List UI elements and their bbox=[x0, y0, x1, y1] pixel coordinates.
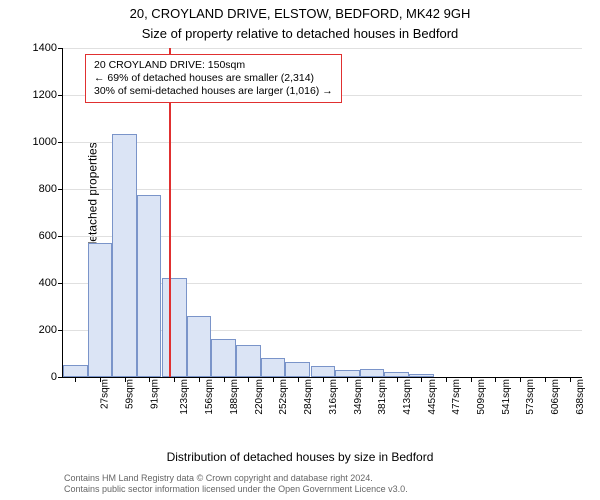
y-tick-label: 400 bbox=[39, 277, 57, 289]
annotation-line-2: ← 69% of detached houses are smaller (2,… bbox=[94, 72, 333, 85]
x-tick-label: 638sqm bbox=[575, 379, 586, 415]
x-tick-label: 413sqm bbox=[402, 379, 413, 415]
x-tick-label: 477sqm bbox=[451, 379, 462, 415]
x-tick-label: 284sqm bbox=[303, 379, 314, 415]
x-tick-mark bbox=[323, 377, 324, 382]
bar bbox=[137, 195, 162, 377]
y-tick-label: 800 bbox=[39, 183, 57, 195]
x-tick-mark bbox=[298, 377, 299, 382]
root: { "title": "20, CROYLAND DRIVE, ELSTOW, … bbox=[0, 0, 600, 500]
y-tick-mark bbox=[58, 330, 63, 331]
bar bbox=[285, 362, 310, 377]
y-tick-label: 200 bbox=[39, 324, 57, 336]
x-tick-label: 349sqm bbox=[353, 379, 364, 415]
x-tick-label: 509sqm bbox=[476, 379, 487, 415]
x-tick-mark bbox=[446, 377, 447, 382]
bar bbox=[187, 316, 212, 377]
gridline bbox=[63, 48, 582, 49]
x-tick-mark bbox=[75, 377, 76, 382]
y-tick-label: 1400 bbox=[33, 42, 57, 54]
plot-area: 020040060080010001200140027sqm59sqm91sqm… bbox=[62, 48, 582, 378]
x-tick-label: 381sqm bbox=[378, 379, 389, 415]
x-tick-label: 27sqm bbox=[100, 379, 111, 409]
annotation-line-3: 30% of semi-detached houses are larger (… bbox=[94, 85, 333, 98]
x-tick-mark bbox=[125, 377, 126, 382]
footer-line-2: Contains public sector information licen… bbox=[0, 484, 600, 494]
bar bbox=[112, 134, 137, 377]
y-tick-mark bbox=[58, 236, 63, 237]
footer-line-1: Contains HM Land Registry data © Crown c… bbox=[0, 473, 600, 483]
y-tick-label: 1200 bbox=[33, 89, 57, 101]
gridline bbox=[63, 142, 582, 143]
x-tick-label: 606sqm bbox=[551, 379, 562, 415]
y-tick-mark bbox=[58, 189, 63, 190]
x-axis-label: Distribution of detached houses by size … bbox=[0, 450, 600, 464]
bar bbox=[335, 370, 360, 377]
y-tick-mark bbox=[58, 95, 63, 96]
y-tick-mark bbox=[58, 142, 63, 143]
x-tick-mark bbox=[100, 377, 101, 382]
annotation-line-1: 20 CROYLAND DRIVE: 150sqm bbox=[94, 59, 333, 72]
x-tick-mark bbox=[273, 377, 274, 382]
x-tick-label: 123sqm bbox=[179, 379, 190, 415]
x-tick-label: 91sqm bbox=[149, 379, 160, 409]
bar bbox=[360, 369, 385, 377]
y-tick-label: 600 bbox=[39, 230, 57, 242]
footer: Contains HM Land Registry data © Crown c… bbox=[0, 473, 600, 494]
x-tick-mark bbox=[570, 377, 571, 382]
x-tick-mark bbox=[372, 377, 373, 382]
gridline bbox=[63, 189, 582, 190]
y-tick-mark bbox=[58, 283, 63, 284]
x-tick-mark bbox=[248, 377, 249, 382]
x-tick-mark bbox=[471, 377, 472, 382]
x-tick-mark bbox=[347, 377, 348, 382]
x-tick-label: 220sqm bbox=[254, 379, 265, 415]
x-tick-label: 59sqm bbox=[124, 379, 135, 409]
x-tick-label: 188sqm bbox=[229, 379, 240, 415]
x-tick-label: 445sqm bbox=[427, 379, 438, 415]
x-tick-mark bbox=[421, 377, 422, 382]
bar bbox=[311, 366, 336, 377]
page-subtitle: Size of property relative to detached ho… bbox=[0, 26, 600, 41]
bar bbox=[63, 365, 88, 377]
x-tick-mark bbox=[149, 377, 150, 382]
bar bbox=[88, 243, 113, 377]
y-tick-mark bbox=[58, 377, 63, 378]
x-tick-mark bbox=[545, 377, 546, 382]
bar bbox=[162, 278, 187, 377]
y-tick-label: 1000 bbox=[33, 136, 57, 148]
x-tick-mark bbox=[199, 377, 200, 382]
bar bbox=[236, 345, 261, 377]
x-tick-label: 541sqm bbox=[501, 379, 512, 415]
page-title: 20, CROYLAND DRIVE, ELSTOW, BEDFORD, MK4… bbox=[0, 6, 600, 21]
x-tick-label: 252sqm bbox=[278, 379, 289, 415]
bar bbox=[261, 358, 286, 377]
x-tick-mark bbox=[520, 377, 521, 382]
x-tick-label: 316sqm bbox=[328, 379, 339, 415]
x-tick-mark bbox=[397, 377, 398, 382]
x-tick-mark bbox=[174, 377, 175, 382]
annotation-box: 20 CROYLAND DRIVE: 150sqm ← 69% of detac… bbox=[85, 54, 342, 103]
x-tick-mark bbox=[495, 377, 496, 382]
x-tick-mark bbox=[224, 377, 225, 382]
y-tick-mark bbox=[58, 48, 63, 49]
x-tick-label: 156sqm bbox=[205, 379, 216, 415]
x-tick-label: 573sqm bbox=[525, 379, 536, 415]
bar bbox=[211, 339, 236, 377]
y-tick-label: 0 bbox=[51, 371, 57, 383]
